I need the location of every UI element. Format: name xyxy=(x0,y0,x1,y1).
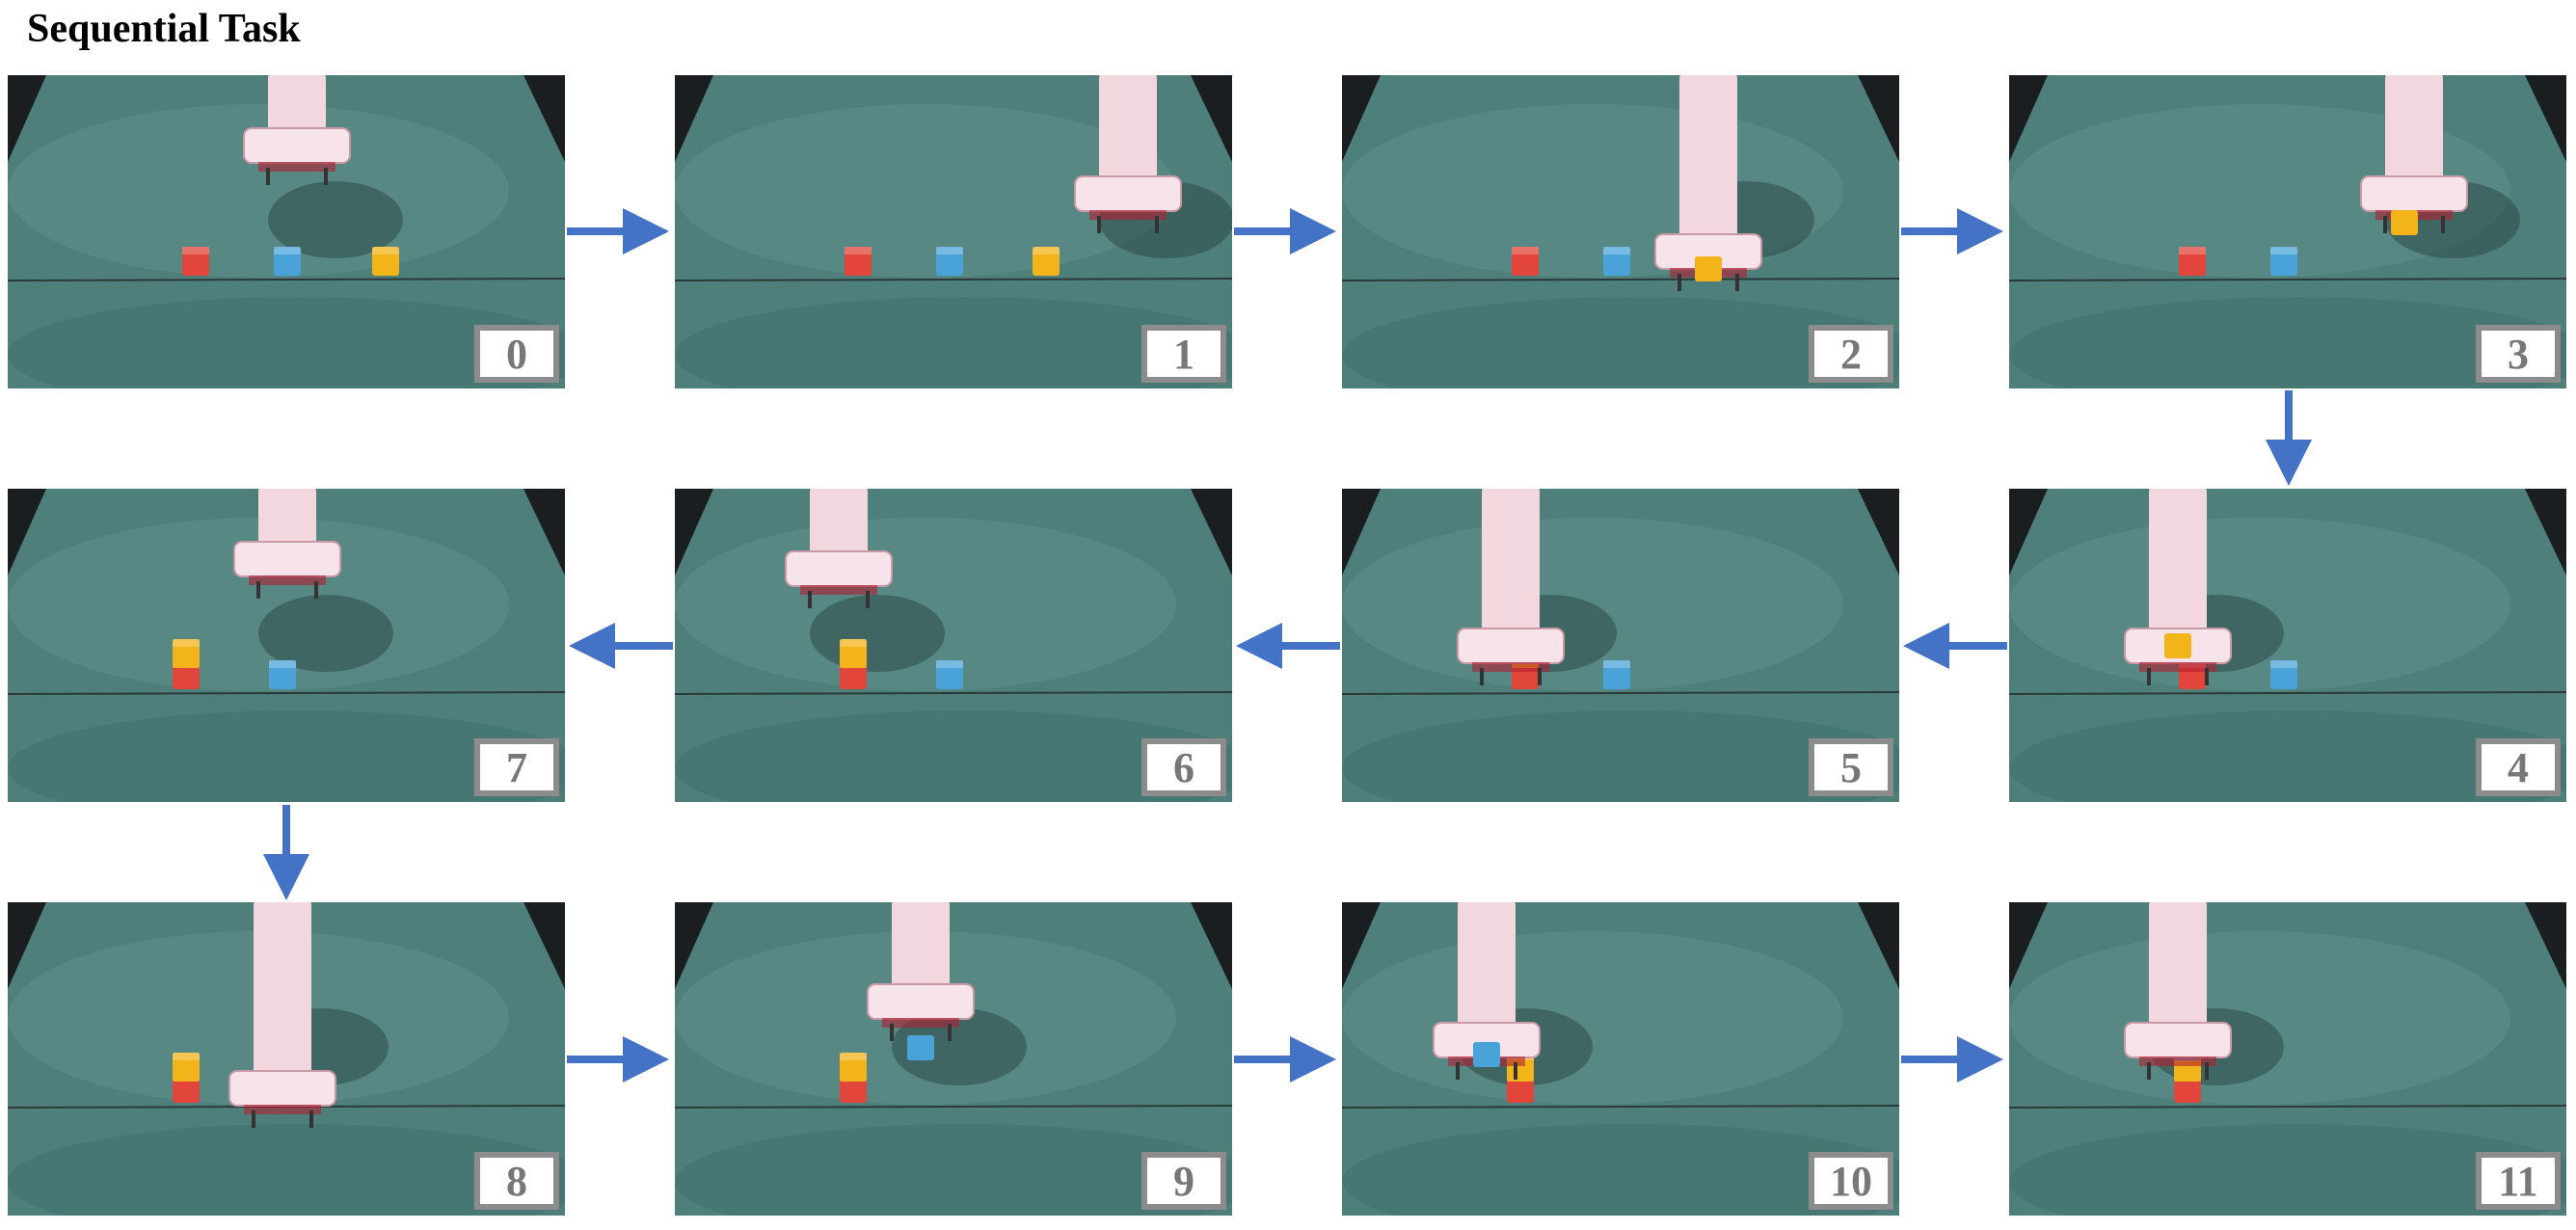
frame-0: 0 xyxy=(8,75,565,388)
frame-1: 1 xyxy=(675,75,1232,388)
robot-scene-photo xyxy=(2009,902,2566,1216)
cube xyxy=(173,639,200,668)
step-number-label: 1 xyxy=(1141,325,1226,383)
frame-8: 8 xyxy=(8,902,565,1216)
held-cube xyxy=(1473,1042,1500,1067)
frame-3: 3 xyxy=(2009,75,2566,388)
cube xyxy=(173,1053,200,1082)
cube xyxy=(2179,247,2206,276)
frame-11: 11 xyxy=(2009,902,2566,1216)
cube xyxy=(269,660,296,689)
held-cube xyxy=(2164,633,2191,658)
frame-5: 5 xyxy=(1342,489,1899,802)
step-number-label: 11 xyxy=(2476,1152,2561,1210)
robot-arm xyxy=(233,489,341,599)
step-number-label: 3 xyxy=(2476,325,2561,383)
robot-scene-photo xyxy=(1342,489,1899,802)
robot-arm xyxy=(1074,75,1182,233)
cube xyxy=(372,247,399,276)
step-number-label: 9 xyxy=(1141,1152,1226,1210)
robot-scene-photo xyxy=(675,489,1232,802)
cube xyxy=(2270,660,2297,689)
robot-scene-photo xyxy=(8,902,565,1216)
robot-scene-photo xyxy=(675,75,1232,388)
step-number-label: 5 xyxy=(1809,738,1893,796)
cube xyxy=(274,247,301,276)
step-number-label: 0 xyxy=(474,325,559,383)
held-cube xyxy=(2391,210,2418,235)
cube xyxy=(1603,247,1630,276)
robot-arm xyxy=(785,489,893,608)
step-number-label: 8 xyxy=(474,1152,559,1210)
robot-arm xyxy=(867,902,975,1041)
cube xyxy=(840,1053,867,1082)
cube xyxy=(845,247,872,276)
robot-arm xyxy=(228,902,336,1128)
cube xyxy=(1033,247,1060,276)
robot-arm xyxy=(243,75,351,185)
frame-6: 6 xyxy=(675,489,1232,802)
cube xyxy=(1512,247,1539,276)
step-number-label: 2 xyxy=(1809,325,1893,383)
robot-scene-photo xyxy=(675,902,1232,1216)
frame-4: 4 xyxy=(2009,489,2566,802)
cube xyxy=(936,660,963,689)
robot-scene-photo xyxy=(1342,75,1899,388)
robot-arm xyxy=(1457,489,1565,685)
robot-scene-photo xyxy=(8,75,565,388)
held-cube xyxy=(907,1035,934,1060)
robot-scene-photo xyxy=(2009,489,2566,802)
step-number-label: 7 xyxy=(474,738,559,796)
cube xyxy=(2270,247,2297,276)
step-number-label: 6 xyxy=(1141,738,1226,796)
cube xyxy=(1603,660,1630,689)
held-cube xyxy=(1695,256,1722,281)
step-number-label: 10 xyxy=(1809,1152,1893,1210)
frame-7: 7 xyxy=(8,489,565,802)
step-number-label: 4 xyxy=(2476,738,2561,796)
frame-2: 2 xyxy=(1342,75,1899,388)
robot-scene-photo xyxy=(1342,902,1899,1216)
robot-scene-photo xyxy=(8,489,565,802)
frame-10: 10 xyxy=(1342,902,1899,1216)
figure-title: Sequential Task xyxy=(27,7,301,51)
robot-arm xyxy=(2124,902,2232,1080)
cube xyxy=(936,247,963,276)
robot-scene-photo xyxy=(2009,75,2566,388)
cube xyxy=(182,247,209,276)
cube xyxy=(840,639,867,668)
frame-9: 9 xyxy=(675,902,1232,1216)
